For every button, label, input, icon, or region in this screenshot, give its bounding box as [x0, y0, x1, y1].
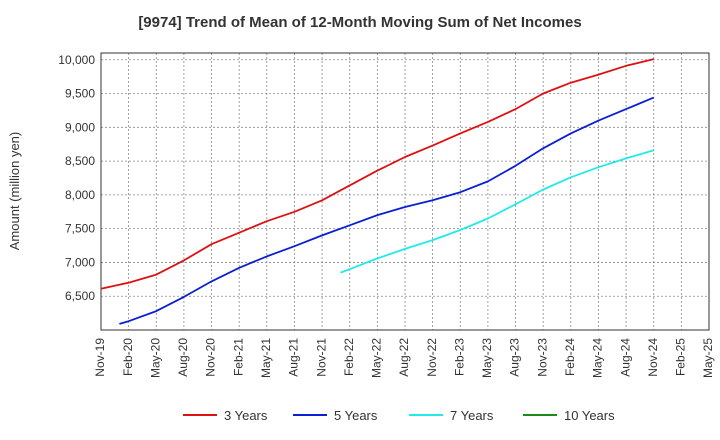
- x-tick-label: Aug-22: [397, 338, 411, 377]
- legend-label-7-years: 7 Years: [450, 408, 494, 423]
- x-tick-label: Feb-22: [342, 338, 356, 376]
- axis-layer: Nov-19 Feb-20 May-20 Aug-20 Nov-20 Feb-21 May-…: [58, 52, 715, 378]
- x-tick-label: Feb-23: [452, 338, 466, 376]
- x-tick-label: Nov-22: [425, 338, 439, 377]
- y-tick-label: 7,500: [65, 222, 95, 236]
- x-tick-label: May-25: [701, 338, 715, 378]
- plot-frame: [100, 52, 710, 331]
- y-tick-label: 7,000: [65, 255, 95, 269]
- y-tick-label: 9,000: [65, 120, 95, 134]
- series-layer: [100, 58, 655, 325]
- chart-title: [9974] Trend of Mean of 12-Month Moving …: [138, 14, 582, 31]
- series-line-7-years: [340, 149, 654, 274]
- x-tick-label: May-24: [591, 338, 605, 378]
- x-tick-label: May-20: [148, 338, 162, 378]
- y-tick-label: 8,500: [65, 154, 95, 168]
- y-tick-label: 8,000: [65, 188, 95, 202]
- legend: 3 Years 5 Years 7 Years 10 Years: [183, 408, 615, 423]
- series-line-5-years: [119, 96, 655, 325]
- x-tick-label: Feb-21: [231, 338, 245, 376]
- x-tick-label: Feb-24: [563, 338, 577, 376]
- x-tick-label: Nov-24: [646, 338, 660, 377]
- legend-label-5-years: 5 Years: [334, 408, 378, 423]
- y-tick-label: 10,000: [58, 53, 95, 67]
- x-tick-label: Aug-20: [176, 338, 190, 377]
- grid-layer: [100, 53, 710, 330]
- x-tick-label: Nov-20: [204, 338, 218, 377]
- x-tick-label: May-23: [480, 338, 494, 378]
- legend-label-3-years: 3 Years: [224, 408, 268, 423]
- y-tick-label: 9,500: [65, 87, 95, 101]
- x-tick-label: Aug-21: [287, 338, 301, 377]
- series-line-3-years: [100, 58, 654, 290]
- legend-label-10-years: 10 Years: [564, 408, 615, 423]
- x-tick-label: Nov-23: [535, 338, 549, 377]
- x-tick-label: Aug-23: [508, 338, 522, 377]
- x-tick-label: Nov-19: [93, 338, 107, 377]
- y-tick-label: 6,500: [65, 289, 95, 303]
- x-tick-label: May-22: [370, 338, 384, 378]
- x-tick-label: Feb-20: [121, 338, 135, 376]
- x-tick-label: Feb-25: [674, 338, 688, 376]
- x-tick-label: Nov-21: [314, 338, 328, 377]
- x-tick-label: May-21: [259, 338, 273, 378]
- y-axis-title: Amount (million yen): [7, 132, 22, 251]
- x-tick-label: Aug-24: [618, 338, 632, 377]
